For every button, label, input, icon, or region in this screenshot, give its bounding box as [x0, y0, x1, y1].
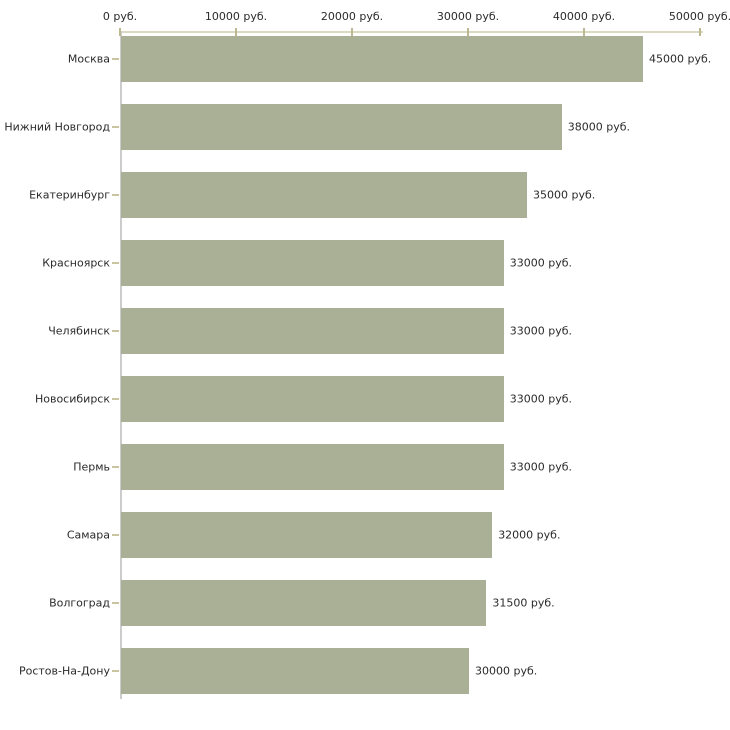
x-axis-tick-label: 30000 руб. [436, 10, 500, 23]
value-label: 33000 руб. [509, 324, 573, 338]
value-label: 38000 руб. [567, 120, 631, 134]
bar-10 [121, 648, 469, 694]
value-label: 30000 руб. [475, 664, 538, 678]
category-label: Москва [67, 52, 110, 66]
bar-7 [121, 444, 504, 490]
category-label: Новосибирск [34, 392, 110, 406]
bar-3 [121, 172, 527, 218]
category-tick [112, 534, 119, 536]
y-axis-line [120, 31, 122, 699]
x-axis-tick [467, 28, 469, 36]
x-axis-line [120, 31, 703, 33]
value-label: 33000 руб. [509, 460, 573, 474]
category-label: Челябинск [48, 324, 110, 338]
category-tick [112, 194, 119, 196]
x-axis-tick-label: 0 руб. [102, 10, 138, 23]
value-label: 31500 руб. [492, 596, 555, 610]
x-axis-tick [351, 28, 353, 36]
category-label: Ростов-На-Дону [18, 664, 110, 678]
x-axis-tick [235, 28, 237, 36]
x-axis-tick-label: 10000 руб. [204, 10, 268, 23]
x-axis-tick-label: 40000 руб. [552, 10, 616, 23]
x-axis-tick [583, 28, 585, 36]
bar-2 [121, 104, 562, 150]
bar-8 [121, 512, 493, 558]
value-label: 33000 руб. [509, 392, 573, 406]
bar-6 [121, 376, 504, 422]
category-tick [112, 262, 119, 264]
category-tick [112, 398, 119, 400]
x-axis-tick [699, 28, 701, 36]
category-tick [112, 670, 119, 672]
category-tick [112, 466, 119, 468]
category-tick [112, 330, 119, 332]
category-label: Красноярск [42, 256, 110, 270]
bar-4 [121, 240, 504, 286]
value-label: 35000 руб. [533, 188, 596, 202]
category-tick [112, 602, 119, 604]
category-label: Волгоград [49, 596, 110, 610]
bar-9 [121, 580, 487, 626]
category-label: Самара [66, 528, 110, 542]
category-label: Пермь [73, 460, 110, 474]
x-axis-tick [119, 28, 121, 36]
category-tick [112, 126, 119, 128]
category-label: Екатеринбург [29, 188, 110, 202]
category-tick [112, 58, 119, 60]
x-axis-tick-label: 20000 руб. [320, 10, 384, 23]
category-label: Нижний Новгород [4, 120, 110, 134]
value-label: 33000 руб. [509, 256, 573, 270]
bar-5 [121, 308, 504, 354]
value-label: 45000 руб. [649, 52, 712, 66]
value-label: 32000 руб. [498, 528, 561, 542]
x-axis-tick-label: 50000 руб. [668, 10, 730, 23]
bar-1 [121, 36, 643, 82]
